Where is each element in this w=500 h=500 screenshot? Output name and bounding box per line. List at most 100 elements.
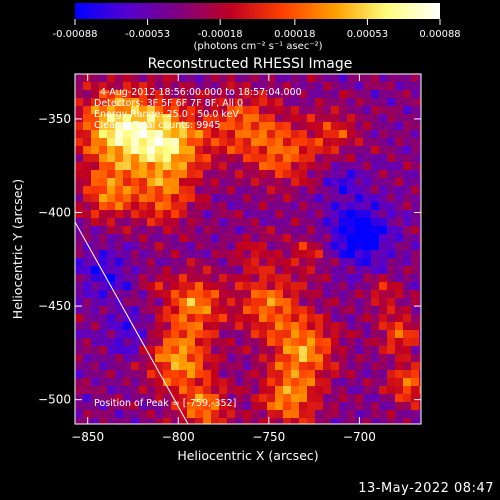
heatmap-cell: [419, 74, 421, 82]
heatmap-cell: [259, 250, 267, 258]
heatmap-cell: [219, 338, 227, 346]
heatmap-cell: [251, 290, 259, 298]
heatmap-cell: [379, 418, 387, 424]
heatmap-cell: [403, 354, 411, 362]
heatmap-cell: [235, 106, 243, 114]
heatmap-cell: [379, 298, 387, 306]
heatmap-cell: [75, 162, 83, 170]
heatmap-cell: [123, 138, 131, 146]
heatmap-cell: [243, 202, 251, 210]
heatmap-cell: [347, 410, 355, 418]
heatmap-cell: [83, 194, 91, 202]
heatmap-cell: [315, 130, 323, 138]
heatmap-cell: [171, 338, 179, 346]
heatmap-cell: [315, 242, 323, 250]
heatmap-cell: [83, 394, 91, 402]
heatmap-cell: [195, 290, 203, 298]
heatmap-cells: [75, 74, 421, 424]
heatmap-cell: [331, 74, 339, 82]
heatmap-cell: [75, 138, 83, 146]
heatmap-cell: [411, 226, 419, 234]
heatmap-cell: [219, 74, 227, 82]
heatmap-cell: [363, 202, 371, 210]
heatmap-cell: [99, 290, 107, 298]
heatmap-cell: [179, 202, 187, 210]
heatmap-cell: [91, 298, 99, 306]
heatmap-cell: [83, 314, 91, 322]
heatmap-cell: [315, 306, 323, 314]
heatmap-cell: [155, 186, 163, 194]
heatmap-cell: [323, 290, 331, 298]
heatmap-cell: [411, 290, 419, 298]
heatmap-cell: [163, 130, 171, 138]
heatmap-cell: [171, 138, 179, 146]
heatmap-cell: [339, 346, 347, 354]
heatmap-cell: [379, 282, 387, 290]
heatmap-cell: [251, 130, 259, 138]
x-tick-label: −700: [343, 430, 376, 444]
heatmap-cell: [419, 354, 421, 362]
heatmap-cell: [195, 282, 203, 290]
heatmap-cell: [283, 402, 291, 410]
heatmap-cell: [83, 106, 91, 114]
heatmap-cell: [211, 394, 219, 402]
heatmap-cell: [171, 106, 179, 114]
heatmap-cell: [155, 146, 163, 154]
heatmap-cell: [243, 410, 251, 418]
heatmap-cell: [163, 138, 171, 146]
heatmap-cell: [219, 410, 227, 418]
heatmap-cell: [387, 218, 395, 226]
heatmap-cell: [243, 266, 251, 274]
heatmap-cell: [91, 322, 99, 330]
heatmap-cell: [419, 258, 421, 266]
heatmap-cell: [147, 346, 155, 354]
heatmap-cell: [363, 130, 371, 138]
heatmap-cell: [227, 282, 235, 290]
heatmap-cell: [395, 138, 403, 146]
heatmap-cell: [299, 194, 307, 202]
heatmap-cell: [115, 258, 123, 266]
heatmap-cell: [99, 354, 107, 362]
heatmap-cell: [187, 154, 195, 162]
heatmap-cell: [131, 418, 139, 424]
heatmap-cell: [155, 298, 163, 306]
heatmap-cell: [123, 330, 131, 338]
heatmap-cell: [195, 130, 203, 138]
heatmap-cell: [195, 306, 203, 314]
heatmap-cell: [219, 146, 227, 154]
heatmap-cell: [283, 346, 291, 354]
heatmap-cell: [131, 322, 139, 330]
heatmap-cell: [179, 386, 187, 394]
heatmap-cell: [307, 218, 315, 226]
heatmap-cell: [243, 106, 251, 114]
heatmap-cell: [211, 114, 219, 122]
heatmap-cell: [139, 314, 147, 322]
heatmap-cell: [235, 178, 243, 186]
heatmap-cell: [211, 362, 219, 370]
heatmap-cell: [163, 338, 171, 346]
heatmap-cell: [139, 186, 147, 194]
heatmap-cell: [83, 290, 91, 298]
heatmap-cell: [299, 314, 307, 322]
heatmap-cell: [363, 306, 371, 314]
heatmap-cell: [75, 330, 83, 338]
heatmap-cell: [307, 90, 315, 98]
heatmap-cell: [347, 242, 355, 250]
heatmap-cell: [243, 98, 251, 106]
heatmap-cell: [171, 82, 179, 90]
heatmap-cell: [243, 258, 251, 266]
heatmap-cell: [115, 218, 123, 226]
heatmap-cell: [307, 146, 315, 154]
heatmap-cell: [163, 290, 171, 298]
heatmap-cell: [99, 82, 107, 90]
heatmap-cell: [131, 154, 139, 162]
heatmap-cell: [163, 106, 171, 114]
heatmap-cell: [275, 186, 283, 194]
heatmap-cell: [163, 146, 171, 154]
heatmap-cell: [219, 250, 227, 258]
heatmap-cell: [315, 210, 323, 218]
heatmap-cell: [403, 330, 411, 338]
heatmap-cell: [123, 74, 131, 82]
heatmap-cell: [419, 130, 421, 138]
heatmap-cell: [371, 338, 379, 346]
